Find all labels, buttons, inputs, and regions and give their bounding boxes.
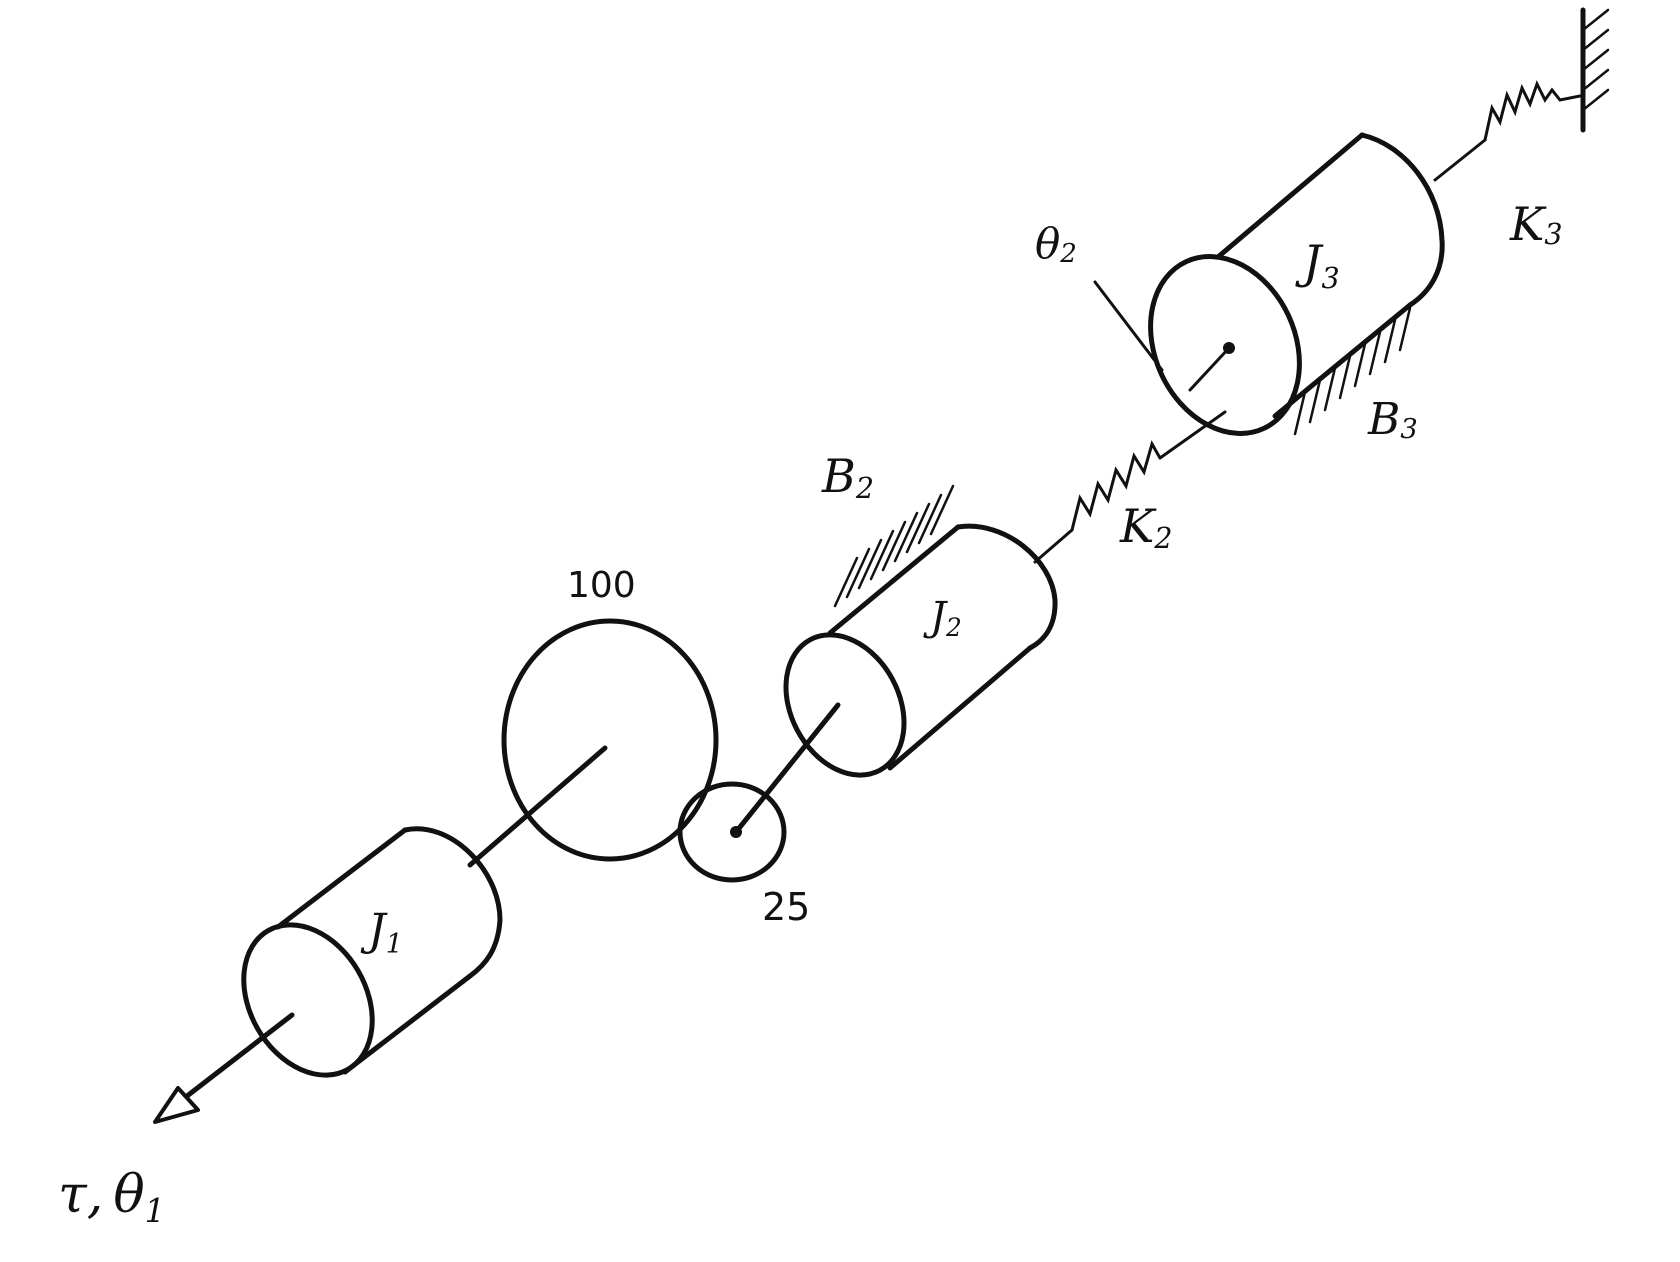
j2-inertia-cylinder [783,523,1058,778]
label-small-gear-teeth: 25 [762,885,810,929]
j1-inertia-cylinder [241,826,503,1078]
theta2-pointer [1093,280,1164,372]
label-j1: J1 [360,905,403,960]
label-b2: B2 [821,449,874,505]
b3-damper-hatching [1293,306,1412,436]
label-j2: J2 [923,594,962,642]
label-k3: K3 [1509,197,1563,251]
label-theta2: θ2 [1035,219,1077,269]
label-large-gear-teeth: 100 [567,565,636,606]
label-b3: B3 [1367,394,1418,445]
input-torque-arrow [153,1012,295,1124]
b2-damper-hatching [833,484,955,608]
small-gear [677,781,787,883]
label-k2: K2 [1119,499,1173,555]
shaft-gear-j2 [733,702,841,835]
fixed-wall [1580,7,1610,133]
label-input-torque-theta1: τ, θ1 [58,1165,165,1230]
shaft-j3-center [1188,346,1231,392]
label-j3: J3 [1295,235,1340,295]
shaft-j1-gear [467,745,608,868]
k3-spring [1433,80,1582,182]
k2-spring [1033,410,1227,564]
large-gear [501,618,719,862]
